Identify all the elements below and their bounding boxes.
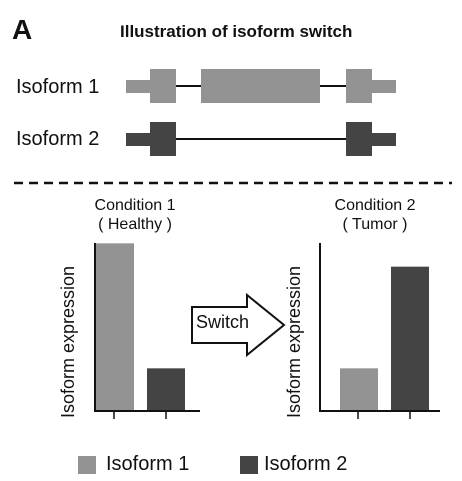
isoform1-exon-3 <box>346 69 372 103</box>
chart-right-y-label: Isoform expression <box>284 265 304 418</box>
chart-right-axes <box>319 243 440 419</box>
isoform1-exon-1 <box>150 69 176 103</box>
figure-title: Illustration of isoform switch <box>120 22 353 41</box>
chart-right-bars <box>340 266 429 410</box>
isoform1-utr-left <box>126 80 150 93</box>
condition2-name: Condition 2 <box>334 197 416 214</box>
legend-label-isoform2: Isoform 2 <box>264 453 348 475</box>
condition1-title: Condition 1 ( Healthy ) <box>55 196 215 234</box>
isoform2-exon-1 <box>150 122 176 156</box>
chart-left-axes <box>94 243 200 419</box>
isoform2-utr-left <box>126 133 150 146</box>
isoform2-structure-label: Isoform 2 <box>16 128 100 150</box>
isoform2-structure <box>126 122 396 156</box>
legend-label-isoform1: Isoform 1 <box>106 453 190 475</box>
chart-right-bar-isoform2 <box>391 266 429 410</box>
condition1-state: ( Healthy ) <box>98 216 172 233</box>
chart-right-bar-isoform1 <box>340 368 378 410</box>
panel-letter: A <box>12 14 33 45</box>
isoform1-exon-2 <box>201 69 320 103</box>
chart-left-y-label: Isoform expression <box>58 265 78 418</box>
legend-swatch-isoform2 <box>240 456 258 474</box>
chart-left-bars <box>96 243 185 410</box>
legend-swatch-isoform1 <box>78 456 96 474</box>
condition2-state: ( Tumor ) <box>342 216 408 233</box>
isoform2-exon-2 <box>346 122 372 156</box>
condition2-title: Condition 2 ( Tumor ) <box>295 196 455 234</box>
chart-left-bar-isoform2 <box>147 368 185 410</box>
isoform1-structure <box>126 69 396 103</box>
condition1-name: Condition 1 <box>94 197 176 214</box>
isoform1-utr-right <box>372 80 396 93</box>
switch-arrow <box>191 292 286 358</box>
chart-left-bar-isoform1 <box>96 243 134 410</box>
switch-label: Switch <box>196 312 250 332</box>
isoform1-structure-label: Isoform 1 <box>16 76 100 98</box>
isoform2-utr-right <box>372 133 396 146</box>
